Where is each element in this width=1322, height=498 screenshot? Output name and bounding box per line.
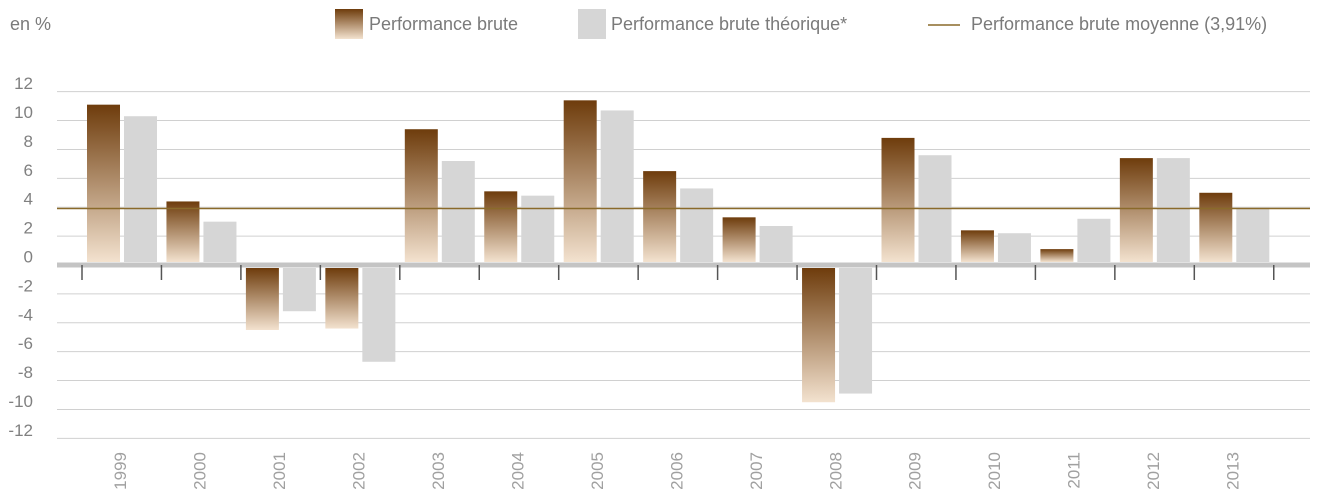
bar [484, 191, 518, 262]
bar [722, 217, 756, 262]
bar [1199, 192, 1233, 262]
bar [404, 129, 438, 262]
x-tick-label: 2011 [1065, 452, 1084, 489]
x-tick-label: 2004 [508, 452, 527, 490]
bar [1119, 158, 1153, 262]
y-axis-label: en % [10, 14, 51, 34]
bar [166, 201, 200, 262]
y-tick-label: -12 [8, 421, 33, 440]
bar [521, 195, 555, 262]
bar [960, 230, 994, 262]
y-tick-label: -10 [8, 392, 33, 411]
bar [87, 104, 120, 263]
bar [1236, 207, 1270, 262]
bar [600, 110, 634, 262]
y-tick-label: 0 [24, 247, 33, 266]
y-tick-label: -2 [18, 276, 33, 295]
bar [441, 161, 475, 262]
bar [997, 233, 1031, 262]
bar [1040, 249, 1074, 262]
bar [124, 116, 157, 262]
x-tick-label: 2008 [826, 452, 845, 490]
y-tick-label: 4 [24, 190, 33, 209]
legend-label: Performance brute [369, 14, 518, 34]
y-tick-label: 2 [24, 219, 33, 238]
bar [802, 268, 836, 403]
x-tick-label: 2001 [270, 452, 289, 490]
y-tick-label: 6 [24, 161, 33, 180]
x-tick-label: 2012 [1144, 452, 1163, 490]
bar [282, 268, 316, 312]
bar [1077, 218, 1111, 262]
bar [643, 171, 677, 262]
x-tick-label: 2010 [985, 452, 1004, 490]
legend-swatch [335, 9, 363, 39]
x-tick-label: 2002 [350, 452, 369, 490]
x-tick-label: 2000 [191, 452, 210, 490]
bar [839, 268, 873, 394]
y-tick-label: 12 [14, 74, 33, 93]
bar [245, 268, 279, 330]
legend-swatch [578, 9, 606, 39]
bar [680, 188, 714, 262]
y-tick-label: -4 [18, 305, 33, 324]
y-tick-label: 10 [14, 103, 33, 122]
x-tick-label: 2005 [588, 452, 607, 490]
bar [203, 221, 237, 262]
x-tick-label: 2007 [747, 452, 766, 490]
bar [563, 100, 597, 262]
bar [759, 226, 793, 262]
legend-label: Performance brute théorique* [611, 14, 847, 34]
x-tick-label: 1999 [111, 452, 130, 490]
y-tick-label: -6 [18, 334, 33, 353]
bar [362, 268, 396, 362]
bar [881, 137, 915, 262]
x-tick-label: 2013 [1224, 452, 1243, 490]
bar [325, 268, 359, 329]
legend-label: Performance brute moyenne (3,91%) [971, 14, 1267, 34]
y-tick-label: -8 [18, 363, 33, 382]
x-tick-label: 2003 [429, 452, 448, 490]
y-tick-label: 8 [24, 132, 33, 151]
bar [1156, 158, 1190, 262]
x-tick-label: 2006 [667, 452, 686, 490]
x-tick-label: 2009 [906, 452, 925, 490]
